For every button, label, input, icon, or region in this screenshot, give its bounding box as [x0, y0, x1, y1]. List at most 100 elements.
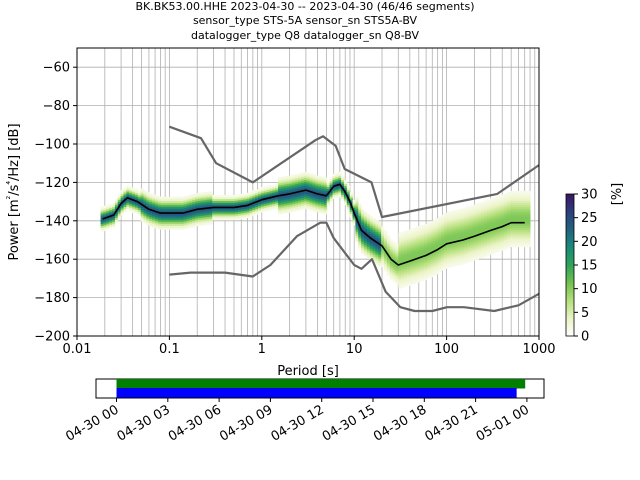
- heatmap-cell: [152, 213, 156, 217]
- heatmap-cell: [369, 218, 373, 221]
- heatmap-cell: [412, 264, 416, 267]
- heatmap-cell: [358, 207, 362, 211]
- heatmap-cell: [415, 226, 419, 230]
- heatmap-cell: [435, 256, 439, 259]
- heatmap-cell: [461, 252, 465, 255]
- heatmap-cell: [255, 204, 259, 207]
- heatmap-cell: [275, 187, 279, 190]
- heatmap-cell: [484, 244, 488, 247]
- heatmap-cell: [515, 206, 519, 209]
- heatmap-cell: [392, 247, 396, 250]
- heatmap-cell: [123, 208, 127, 211]
- heatmap-cell: [384, 251, 388, 255]
- heatmap-cell: [183, 198, 187, 201]
- heatmap-cell: [246, 194, 250, 197]
- heatmap-cell: [363, 234, 368, 238]
- heatmap-cell: [484, 250, 488, 253]
- heatmap-cell: [203, 201, 207, 204]
- heatmap-cell: [455, 253, 459, 257]
- heatmap-cell: [412, 233, 416, 237]
- heatmap-cell: [312, 207, 316, 210]
- heatmap-cell: [498, 230, 502, 233]
- heatmap-cell: [429, 230, 434, 234]
- heatmap-cell: [369, 216, 373, 219]
- heatmap-cell: [484, 223, 488, 226]
- heatmap-cell: [518, 204, 522, 207]
- heatmap-cell: [197, 200, 202, 203]
- heatmap-cell: [180, 214, 185, 217]
- heatmap-cell: [146, 221, 150, 224]
- heatmap-cell: [103, 221, 107, 224]
- heatmap-cell: [515, 200, 519, 203]
- heatmap-cell: [117, 197, 122, 201]
- heatmap-cell: [363, 251, 368, 255]
- heatmap-cell: [498, 210, 502, 214]
- heatmap-cell: [467, 223, 471, 227]
- heatmap-cell: [492, 239, 497, 243]
- heatmap-cell: [495, 250, 499, 253]
- heatmap-cell: [278, 179, 282, 182]
- heatmap-cell: [312, 178, 316, 181]
- heatmap-cell: [447, 215, 451, 218]
- heatmap-cell: [429, 242, 434, 245]
- heatmap-cell: [295, 175, 299, 179]
- heatmap-cell: [186, 208, 190, 212]
- heatmap-cell: [358, 223, 362, 226]
- heatmap-cell: [352, 221, 356, 224]
- heatmap-cell: [137, 196, 142, 199]
- heatmap-cell: [180, 217, 185, 221]
- heatmap-cell: [123, 197, 127, 200]
- heatmap-cell: [452, 246, 457, 250]
- heatmap-cell: [286, 210, 290, 213]
- heatmap-cell: [507, 205, 511, 208]
- heatmap-cell: [510, 196, 514, 200]
- heatmap-cell: [487, 243, 491, 246]
- heatmap-cell: [366, 229, 371, 232]
- heatmap-cell: [217, 202, 222, 205]
- heatmap-cell: [212, 212, 216, 215]
- heatmap-cell: [492, 243, 497, 246]
- heatmap-cell: [103, 213, 107, 216]
- heatmap-cell: [524, 210, 528, 213]
- heatmap-cell: [424, 246, 428, 250]
- heatmap-cell: [343, 202, 348, 206]
- heatmap-cell: [263, 207, 268, 210]
- heatmap-cell: [386, 246, 391, 249]
- heatmap-cell: [469, 234, 474, 237]
- heatmap-cell: [406, 233, 411, 237]
- heatmap-cell: [435, 218, 439, 221]
- heatmap-cell: [318, 203, 322, 206]
- heatmap-cell: [289, 200, 293, 203]
- heatmap-cell: [140, 201, 144, 205]
- y-tick-label: −80: [43, 99, 70, 114]
- heatmap-cell: [263, 190, 268, 193]
- heatmap-cell: [140, 192, 144, 195]
- heatmap-cell: [398, 286, 402, 289]
- heatmap-cell: [249, 214, 253, 217]
- heatmap-cell: [369, 226, 373, 229]
- heatmap-cell: [467, 235, 471, 238]
- heatmap-cell: [424, 227, 428, 231]
- heatmap-cell: [412, 250, 416, 254]
- heatmap-cell: [527, 237, 531, 240]
- heatmap-cell: [321, 197, 325, 201]
- heatmap-cell: [418, 225, 422, 229]
- heatmap-cell: [472, 227, 477, 230]
- heatmap-cell: [464, 249, 468, 252]
- heatmap-cell: [492, 212, 497, 216]
- heatmap-cell: [524, 204, 528, 207]
- heatmap-cell: [329, 190, 333, 193]
- heatmap-cell: [332, 177, 336, 180]
- heatmap-cell: [429, 238, 434, 241]
- heatmap-cell: [220, 200, 225, 203]
- heatmap-cell: [484, 236, 488, 240]
- heatmap-cell: [441, 233, 445, 237]
- heatmap-cell: [432, 221, 436, 224]
- heatmap-cell: [361, 211, 365, 214]
- heatmap-cell: [418, 250, 422, 254]
- heatmap-cell: [283, 207, 288, 210]
- heatmap-cell: [212, 208, 216, 211]
- heatmap-cell: [501, 227, 505, 230]
- heatmap-cell: [129, 194, 133, 197]
- heatmap-cell: [386, 269, 391, 272]
